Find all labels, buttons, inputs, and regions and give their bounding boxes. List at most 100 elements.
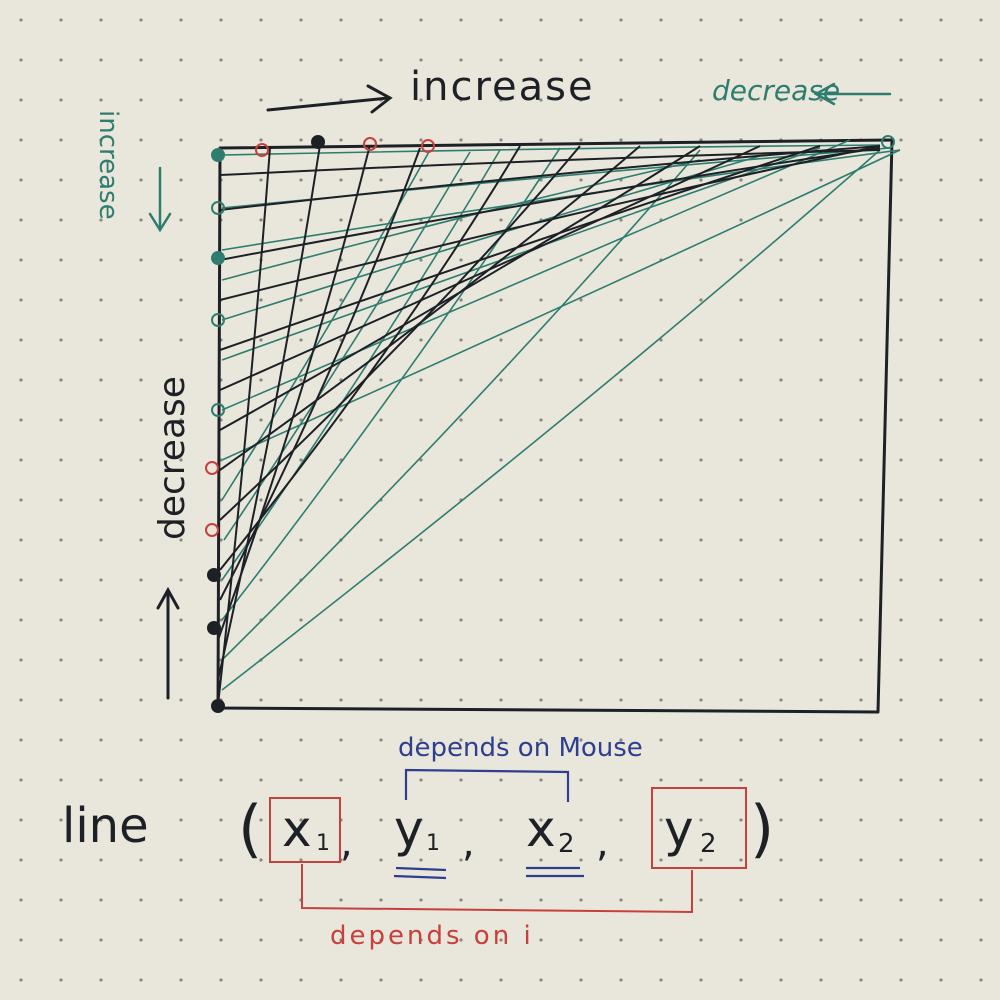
grid-dot xyxy=(619,258,623,262)
grid-dot xyxy=(339,618,343,622)
grid-dot xyxy=(339,978,343,982)
grid-dot xyxy=(619,858,623,862)
grid-dot xyxy=(259,778,263,782)
grid-dot xyxy=(739,58,743,62)
grid-dot xyxy=(19,258,23,262)
grid-dot xyxy=(979,138,983,142)
grid-dot xyxy=(499,938,503,942)
formula-close-paren: ) xyxy=(750,792,774,865)
grid-dot xyxy=(459,538,463,542)
grid-dot xyxy=(19,538,23,542)
grid-dot xyxy=(419,618,423,622)
grid-dot xyxy=(939,938,943,942)
grid-dot xyxy=(539,738,543,742)
mouse-note: depends on Mouse xyxy=(398,733,643,763)
grid-dot xyxy=(59,418,63,422)
grid-dot xyxy=(859,258,863,262)
grid-dot xyxy=(179,698,183,702)
grid-dot xyxy=(779,938,783,942)
grid-dot xyxy=(859,218,863,222)
grid-dot xyxy=(779,578,783,582)
grid-dot xyxy=(219,18,223,22)
grid-dot xyxy=(579,298,583,302)
grid-dot xyxy=(539,298,543,302)
grid-dot xyxy=(619,658,623,662)
grid-dot xyxy=(19,858,23,862)
grid-dot xyxy=(19,338,23,342)
grid-dot xyxy=(579,18,583,22)
grid-dot xyxy=(259,178,263,182)
grid-dot xyxy=(739,658,743,662)
grid-dot xyxy=(859,698,863,702)
grid-dot xyxy=(139,618,143,622)
top-endpoint-marker xyxy=(255,143,269,157)
grid-dot xyxy=(99,178,103,182)
grid-dot xyxy=(659,298,663,302)
x2-underline xyxy=(526,866,584,878)
grid-dot xyxy=(299,538,303,542)
grid-dot xyxy=(459,298,463,302)
grid-dot xyxy=(779,858,783,862)
grid-dot xyxy=(539,618,543,622)
grid-dot xyxy=(659,538,663,542)
grid-dot xyxy=(299,698,303,702)
left-decrease-label: decrease xyxy=(152,376,193,540)
grid-dot xyxy=(579,378,583,382)
grid-dot xyxy=(139,18,143,22)
grid-dot xyxy=(459,218,463,222)
grid-dot xyxy=(579,58,583,62)
grid-dot xyxy=(939,338,943,342)
grid-dot xyxy=(979,778,983,782)
black-line xyxy=(217,147,271,706)
grid-dot xyxy=(339,18,343,22)
grid-dot xyxy=(659,658,663,662)
grid-dot xyxy=(739,498,743,502)
grid-dot xyxy=(699,698,703,702)
grid-dot xyxy=(259,898,263,902)
grid-dot xyxy=(539,378,543,382)
grid-dot xyxy=(59,178,63,182)
endpoint-markers xyxy=(205,135,895,713)
grid-dot xyxy=(219,738,223,742)
black-line xyxy=(219,145,521,571)
grid-dot xyxy=(259,218,263,222)
grid-dot xyxy=(499,578,503,582)
grid-dot xyxy=(859,458,863,462)
grid-dot xyxy=(579,778,583,782)
grid-dot xyxy=(899,338,903,342)
i-bracket xyxy=(301,864,693,914)
grid-dot xyxy=(299,98,303,102)
grid-dot xyxy=(899,698,903,702)
grid-dot xyxy=(939,698,943,702)
grid-dot xyxy=(379,738,383,742)
grid-dot xyxy=(939,538,943,542)
grid-dot xyxy=(19,18,23,22)
grid-dot xyxy=(539,498,543,502)
grid-dot xyxy=(459,938,463,942)
grid-dot xyxy=(779,378,783,382)
grid-dot xyxy=(779,778,783,782)
grid-dot xyxy=(99,658,103,662)
grid-dot xyxy=(139,498,143,502)
grid-dot xyxy=(179,58,183,62)
grid-dot xyxy=(139,658,143,662)
grid-dot xyxy=(979,338,983,342)
grid-dot xyxy=(59,18,63,22)
grid-dot xyxy=(739,858,743,862)
grid-dot xyxy=(419,418,423,422)
grid-dot xyxy=(579,258,583,262)
grid-dot xyxy=(499,818,503,822)
grid-dot xyxy=(779,618,783,622)
grid-dot xyxy=(339,578,343,582)
grid-dot xyxy=(859,618,863,622)
top-decrease-label: decrease xyxy=(712,74,840,107)
grid-dot xyxy=(899,58,903,62)
grid-dot xyxy=(499,738,503,742)
grid-dot xyxy=(419,18,423,22)
grid-dot xyxy=(259,58,263,62)
grid-dot xyxy=(779,178,783,182)
grid-dot xyxy=(699,258,703,262)
grid-dot xyxy=(419,178,423,182)
formula-x1: x xyxy=(282,800,312,858)
grid-dot xyxy=(299,138,303,142)
